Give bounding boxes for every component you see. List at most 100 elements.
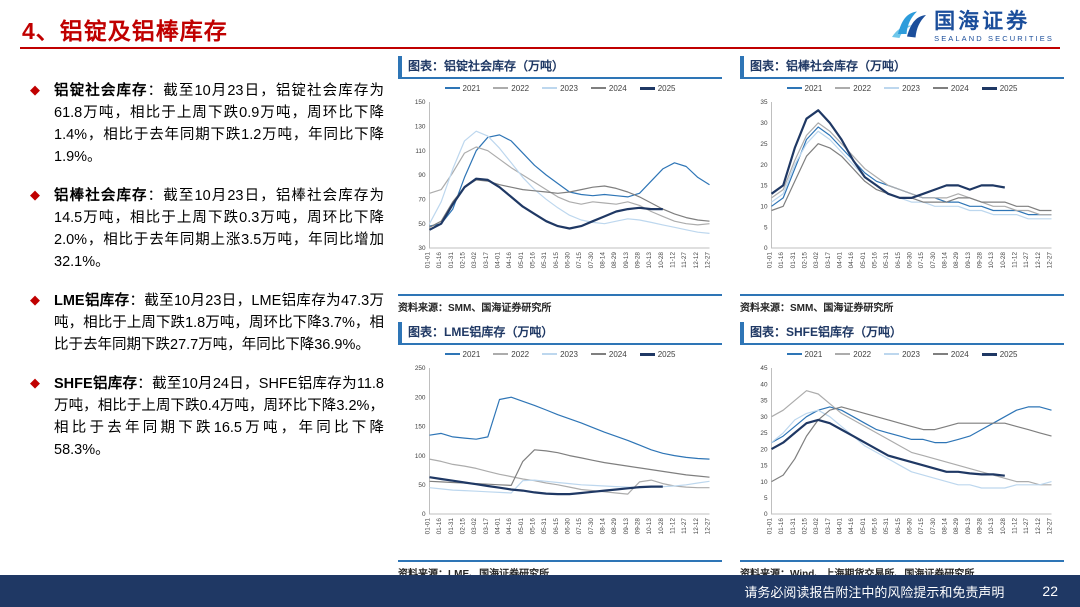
chart-axis: [429, 102, 710, 249]
x-tick-label: 08-14: [942, 518, 949, 535]
x-tick-label: 04-16: [848, 252, 855, 269]
x-tick-label: 12-27: [1047, 252, 1054, 269]
chart-card-billet-social-inventory: 图表：铝棒社会库存（万吨） 2021 2022 2023 2024 2025 0 5 10 1…: [740, 56, 1064, 314]
y-tick-label: 0: [422, 511, 426, 518]
line-chart-svg: 30 50 70 90 110 130 150 01-01 01-16 01-31 02-15 03-…: [415, 99, 712, 269]
logo-name-cn: 国海证券: [934, 10, 1031, 34]
x-tick-label: 08-29: [953, 518, 960, 535]
x-tick-label: 03-17: [825, 518, 832, 535]
x-tick-label: 12-27: [705, 518, 712, 535]
x-tick-label: 12-12: [1035, 252, 1042, 269]
x-tick-label: 05-01: [518, 518, 525, 535]
legend-label: 2023: [902, 349, 920, 359]
series-2023: [771, 130, 1052, 220]
series-2025: [770, 418, 1005, 477]
legend-item-2021: 2021: [786, 84, 822, 93]
y-tick-label: 90: [418, 172, 426, 179]
company-logo: 国海证券 SEALAND SECURITIES: [891, 9, 1054, 45]
x-tick-label: 08-29: [611, 252, 618, 269]
legend-line-swatch: [493, 353, 509, 355]
x-tick-label: 07-30: [930, 252, 937, 269]
sealand-logo-icon: [891, 9, 927, 45]
legend-item-2022: 2022: [493, 350, 529, 359]
legend-line-swatch: [590, 353, 606, 355]
bullet-text: 铝棒社会库存：截至10月23日，铝棒社会库存为14.5万吨，相比于上周下跌0.3…: [54, 185, 384, 273]
series-2025: [428, 177, 663, 231]
chart-source: 资料来源：SMM、国海证券研究所: [398, 294, 722, 314]
logo-text: 国海证券 SEALAND SECURITIES: [934, 10, 1054, 43]
legend-item-2021: 2021: [444, 350, 480, 359]
chart-title: 图表：铝锭社会库存（万吨）: [398, 56, 722, 79]
x-tick-label: 06-15: [553, 252, 560, 269]
x-tick-label: 03-17: [483, 252, 490, 269]
legend-label: 2023: [560, 83, 578, 93]
legend-line-swatch: [542, 87, 558, 89]
legend-line-swatch: [493, 87, 509, 89]
chart-axis: [771, 102, 1052, 249]
y-tick-label: 130: [415, 124, 426, 131]
series-2024: [771, 143, 1052, 212]
x-tick-label: 04-16: [506, 252, 513, 269]
legend-line-swatch: [444, 87, 460, 89]
chart-source: 资料来源：Wind、上海期货交易所、国海证券研究所: [740, 560, 1064, 580]
diamond-bullet-icon: ◆: [30, 187, 40, 203]
x-tick-label: 04-01: [837, 252, 844, 269]
legend-label: 2023: [560, 349, 578, 359]
legend-item-2025: 2025: [639, 350, 675, 359]
x-tick-label: 07-30: [588, 252, 595, 269]
x-tick-label: 12-27: [705, 252, 712, 269]
x-tick-label: 06-15: [895, 252, 902, 269]
diamond-bullet-icon: ◆: [30, 292, 40, 308]
x-tick-label: 05-31: [541, 252, 548, 269]
x-tick-label: 07-15: [576, 518, 583, 535]
series-2021: [429, 134, 710, 227]
legend-line-swatch: [884, 87, 900, 89]
legend-line-swatch: [639, 352, 655, 356]
bullet-lme-inventory: ◆ LME铝库存：截至10月23日，LME铝库存为47.3万吨，相比于上周下跌1…: [30, 290, 384, 356]
legend-line-swatch: [786, 87, 802, 89]
series-2022: [771, 122, 1052, 216]
chart-source: 资料来源：LME、国海证券研究所: [398, 560, 722, 580]
y-tick-label: 200: [415, 394, 426, 401]
bullet-text: 铝锭社会库存：截至10月23日，铝锭社会库存为61.8万吨，相比于上周下跌0.9…: [54, 80, 384, 168]
bullet-body: ：截至10月23日，铝锭社会库存为61.8万吨，相比于上周下跌0.9万吨，周环比…: [54, 83, 384, 166]
legend-label: 2024: [950, 349, 969, 359]
x-tick-label: 06-30: [565, 518, 572, 535]
legend-label: 2023: [902, 83, 920, 93]
legend-item-2023: 2023: [542, 350, 578, 359]
y-tick-label: 0: [764, 511, 768, 518]
x-tick-label: 01-16: [778, 518, 785, 535]
x-tick-label: 01-16: [778, 252, 785, 269]
y-tick-label: 150: [415, 424, 426, 431]
x-tick-label: 11-27: [681, 518, 688, 534]
legend-label: 2024: [608, 83, 627, 93]
legend-item-2025: 2025: [639, 84, 675, 93]
series-2023: [771, 409, 1052, 489]
y-tick-label: 25: [760, 141, 768, 148]
x-tick-label: 11-12: [670, 252, 677, 268]
y-tick-label: 15: [760, 463, 768, 470]
x-tick-label: 06-30: [907, 252, 914, 269]
x-tick-label: 09-13: [623, 252, 630, 269]
x-tick-label: 11-27: [681, 252, 688, 268]
x-tick-label: 11-27: [1023, 252, 1030, 268]
charts-grid: 图表：铝锭社会库存（万吨） 2021 2022 2023 2024 2025 30 50 7…: [398, 56, 1064, 580]
y-tick-label: 250: [415, 365, 426, 372]
x-tick-label: 10-28: [658, 252, 665, 269]
line-chart-svg: 0 5 10 15 20 25 30 35 01-01 01-16 01-31 02-15 03-02 0…: [760, 99, 1054, 269]
legend-label: 2022: [853, 349, 872, 359]
legend-label: 2024: [608, 349, 627, 359]
legend-line-swatch: [639, 86, 655, 90]
y-tick-label: 15: [760, 183, 768, 190]
x-tick-label: 10-13: [646, 252, 653, 269]
legend-item-2021: 2021: [444, 84, 480, 93]
y-tick-label: 10: [760, 479, 768, 486]
x-tick-label: 03-02: [813, 518, 820, 535]
series-2022: [771, 390, 1052, 486]
y-tick-label: 5: [764, 495, 768, 502]
x-tick-label: 10-28: [658, 518, 665, 535]
x-tick-label: 04-16: [506, 518, 513, 535]
x-tick-label: 08-14: [600, 252, 607, 269]
x-tick-label: 02-15: [460, 252, 467, 269]
y-tick-label: 20: [760, 446, 768, 453]
